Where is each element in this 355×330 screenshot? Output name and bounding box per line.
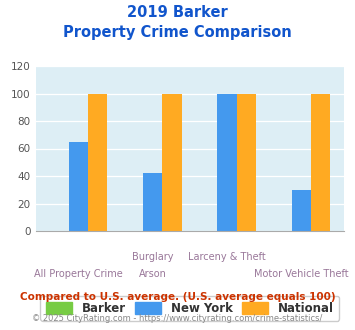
Text: All Property Crime: All Property Crime [34,269,123,279]
Bar [163,93,182,231]
Text: Arson: Arson [139,269,167,279]
Bar [217,93,237,231]
Legend: Barker, New York, National: Barker, New York, National [40,296,339,321]
Text: Burglary: Burglary [132,252,174,262]
Bar [69,142,88,231]
Bar [292,190,311,231]
Bar [143,173,163,231]
Text: © 2025 CityRating.com - https://www.cityrating.com/crime-statistics/: © 2025 CityRating.com - https://www.city… [32,314,323,323]
Text: Larceny & Theft: Larceny & Theft [188,252,266,262]
Text: Property Crime Comparison: Property Crime Comparison [63,25,292,40]
Text: 2019 Barker: 2019 Barker [127,5,228,20]
Bar [237,93,256,231]
Text: Motor Vehicle Theft: Motor Vehicle Theft [254,269,349,279]
Bar [88,93,108,231]
Bar [311,93,330,231]
Text: Compared to U.S. average. (U.S. average equals 100): Compared to U.S. average. (U.S. average … [20,292,335,302]
